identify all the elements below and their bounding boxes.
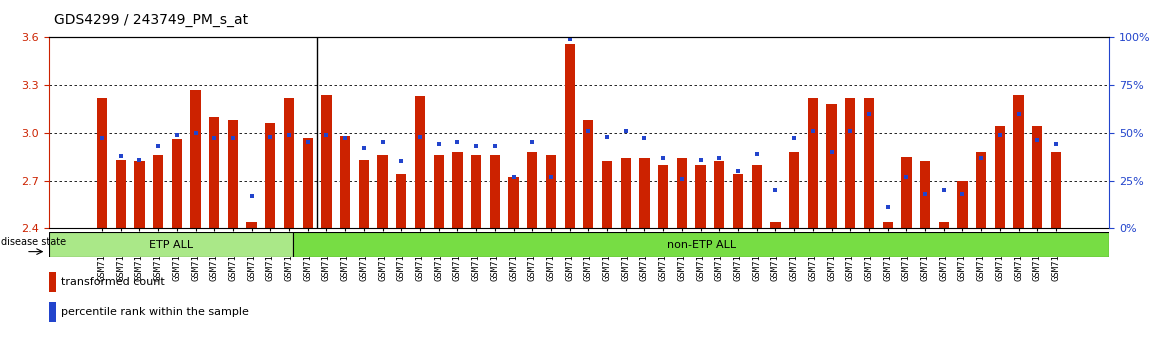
Bar	[134, 161, 145, 228]
Bar	[584, 120, 594, 228]
Bar	[807, 98, 818, 228]
Bar	[827, 104, 837, 228]
Bar	[508, 177, 519, 228]
Bar	[939, 222, 948, 228]
Bar	[658, 165, 668, 228]
Bar	[845, 98, 856, 228]
Bar	[97, 98, 108, 228]
Bar	[714, 161, 725, 228]
Text: ETP ALL: ETP ALL	[149, 240, 193, 250]
Bar	[919, 161, 930, 228]
Bar	[770, 222, 780, 228]
Bar	[396, 174, 406, 228]
Bar	[433, 155, 444, 228]
Bar	[116, 160, 126, 228]
Text: disease state: disease state	[1, 237, 66, 247]
Bar	[471, 155, 482, 228]
Bar	[415, 96, 425, 228]
Text: GDS4299 / 243749_PM_s_at: GDS4299 / 243749_PM_s_at	[54, 12, 249, 27]
Bar	[527, 152, 537, 228]
Bar	[49, 302, 56, 322]
Bar	[1032, 126, 1042, 228]
Bar	[49, 272, 56, 292]
Bar	[882, 222, 893, 228]
Bar	[302, 137, 313, 228]
Bar	[49, 232, 293, 257]
Bar	[265, 123, 276, 228]
Bar	[995, 126, 1005, 228]
Bar	[210, 117, 219, 228]
Bar	[293, 232, 1109, 257]
Bar	[1050, 152, 1061, 228]
Text: percentile rank within the sample: percentile rank within the sample	[60, 307, 249, 317]
Bar	[733, 174, 743, 228]
Bar	[321, 95, 331, 228]
Bar	[247, 222, 257, 228]
Bar	[901, 157, 911, 228]
Bar	[621, 158, 631, 228]
Bar	[284, 98, 294, 228]
Bar	[789, 152, 799, 228]
Text: non-ETP ALL: non-ETP ALL	[667, 240, 736, 250]
Bar	[676, 158, 687, 228]
Bar	[864, 98, 874, 228]
Bar	[190, 90, 200, 228]
Bar	[453, 152, 462, 228]
Bar	[378, 155, 388, 228]
Bar	[490, 155, 500, 228]
Bar	[976, 152, 987, 228]
Bar	[696, 165, 705, 228]
Bar	[171, 139, 182, 228]
Text: transformed count: transformed count	[60, 277, 164, 287]
Bar	[153, 155, 163, 228]
Bar	[958, 181, 968, 228]
Bar	[1013, 95, 1024, 228]
Bar	[602, 161, 613, 228]
Bar	[639, 158, 650, 228]
Bar	[564, 44, 574, 228]
Bar	[752, 165, 762, 228]
Bar	[340, 136, 351, 228]
Bar	[359, 160, 369, 228]
Bar	[228, 120, 239, 228]
Bar	[545, 155, 556, 228]
